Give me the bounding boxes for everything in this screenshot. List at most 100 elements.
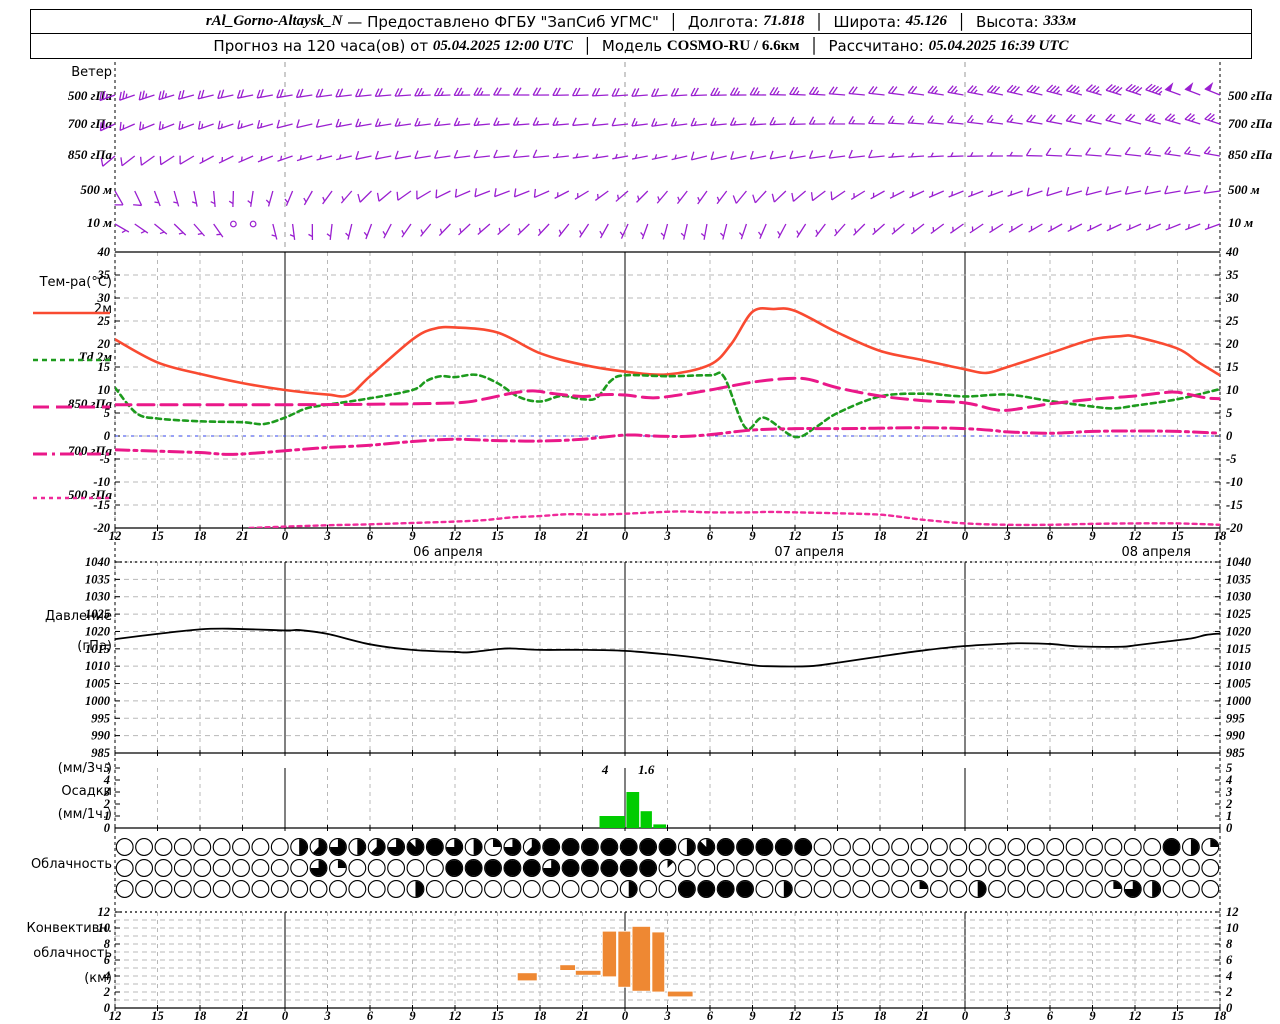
cloud-cover-symbol — [387, 880, 406, 898]
cloud-cover-symbol — [1065, 880, 1084, 898]
time-tick-label: 0 — [962, 1009, 969, 1023]
run-time: 05.04.2025 12:00 UTC — [432, 37, 573, 54]
cloud-cover-symbol — [406, 859, 425, 877]
precip-unit-3h: (мм/3ч.) — [57, 761, 112, 776]
alt-label: Высота: — [976, 12, 1039, 31]
calc-time: 05.04.2025 16:39 UTC — [928, 37, 1069, 54]
time-tick-label: 15 — [151, 1009, 164, 1023]
cloud-cover-symbol — [968, 859, 987, 877]
cloud-cover-symbol — [328, 880, 347, 898]
time-tick-label: 18 — [874, 529, 887, 543]
cloud-cover-symbol — [891, 838, 910, 856]
model-name: COSMO-RU / 6.6км — [666, 37, 800, 54]
cloud-cover-symbol — [697, 859, 716, 877]
cloud-cover-symbol — [212, 880, 231, 898]
cloud-fill — [543, 860, 560, 876]
time-tick-label: 0 — [282, 1009, 289, 1023]
cloud-cover-symbol — [988, 880, 1007, 898]
cloud-fill — [686, 839, 695, 855]
cloud-cover-symbol — [154, 838, 173, 856]
cloud-cover-symbol — [425, 859, 444, 877]
time-tick-label: 3 — [1003, 529, 1010, 543]
y-tick-label: -15 — [1226, 498, 1243, 512]
lon-value: 71.818 — [763, 13, 805, 29]
wind-level-label-700hpa-right: 700 гПа — [1228, 116, 1273, 131]
separator: │ — [668, 12, 678, 31]
cloud-fill — [775, 839, 792, 855]
precip-panel-title: Осадки — [61, 784, 112, 799]
cloud-cover-symbol — [290, 880, 309, 898]
y-tick-label: 1020 — [85, 624, 111, 638]
cloud-cover-symbol — [522, 880, 541, 898]
cloud-fill — [504, 839, 521, 855]
cloud-fill — [737, 881, 753, 897]
cloud-fill — [698, 881, 715, 897]
pressure-panel-unit: (гПа) — [77, 639, 112, 654]
cloud-cover-symbol — [270, 859, 289, 877]
cloud-cover-symbol — [949, 838, 968, 856]
calc-label: Рассчитано: — [828, 37, 924, 55]
time-tick-label: 6 — [1047, 1009, 1054, 1023]
precip-bar — [626, 792, 640, 828]
time-tick-label: 3 — [663, 529, 670, 543]
time-tick-label: 12 — [449, 1009, 462, 1023]
time-tick-label: 6 — [707, 529, 714, 543]
wind-level-label-850hpa-right: 850 гПа — [1228, 147, 1273, 162]
cloud-fill — [717, 881, 734, 897]
cloud-cover-symbol — [135, 838, 154, 856]
wind-barb-row-850гПа — [100, 146, 1221, 167]
y-tick-label: 5 — [104, 761, 110, 775]
separator: │ — [582, 37, 592, 55]
y-tick-label: 35 — [1225, 268, 1239, 282]
cloud-cover-symbol — [1026, 859, 1045, 877]
cloud-fill — [1190, 839, 1199, 855]
time-tick-label: 15 — [831, 1009, 844, 1023]
time-tick-label: 21 — [235, 1009, 249, 1023]
cloud-fill — [523, 860, 540, 876]
y-tick-label: 1040 — [1226, 555, 1252, 569]
y-tick-label: 1030 — [1226, 590, 1252, 604]
temp-curve-t500 — [248, 510, 1220, 528]
time-tick-label: 9 — [749, 529, 756, 543]
cloud-cover-symbol — [251, 838, 270, 856]
cloud-cover-symbol — [270, 838, 289, 856]
cloud-cover-symbol — [193, 880, 212, 898]
cloud-fill — [678, 881, 695, 897]
y-tick-label: 1025 — [1226, 607, 1251, 621]
time-tick-label: 3 — [323, 529, 330, 543]
cloud-fill — [737, 839, 753, 855]
cloud-cover-symbol — [774, 859, 793, 877]
cloud-cover-symbol — [1085, 880, 1103, 898]
convective-cloud-bar — [631, 926, 651, 992]
y-tick-label: 25 — [97, 314, 111, 328]
y-tick-label: -20 — [93, 521, 110, 535]
cloud-fill — [415, 881, 424, 897]
time-tick-label: 3 — [1003, 1009, 1010, 1023]
y-tick-label: 5 — [104, 406, 110, 420]
time-tick-label: 12 — [1129, 529, 1142, 543]
y-tick-label: -15 — [93, 498, 110, 512]
cloud-cover-symbol — [484, 880, 502, 898]
forecast-label: Прогноз на 120 часа(ов) от — [213, 37, 429, 55]
cloud-fill — [485, 860, 501, 876]
y-tick-label: 4 — [1225, 773, 1232, 787]
cloud-cover-symbol — [503, 880, 522, 898]
time-tick-label: 0 — [282, 529, 289, 543]
y-tick-label: 5 — [1226, 761, 1232, 775]
cloud-cover-symbol — [988, 838, 1007, 856]
wind-panel-title: Ветер — [71, 65, 112, 80]
time-tick-label: 15 — [151, 529, 164, 543]
wind-barb-row-10м — [114, 220, 1221, 241]
y-tick-label: 40 — [1225, 245, 1239, 259]
cloud-fill — [1124, 881, 1141, 897]
cloud-fill — [582, 839, 598, 855]
cloud-fill — [795, 839, 812, 855]
cloud-cover-symbol — [425, 880, 444, 898]
wind-barb-row-500м — [114, 185, 1221, 208]
y-tick-label: 1025 — [85, 607, 110, 621]
cloud-fill — [667, 860, 674, 868]
cloud-cover-symbol — [367, 859, 386, 877]
convective-cloud-bar — [559, 964, 576, 971]
cloud-fill — [620, 839, 637, 855]
time-tick-label: 18 — [194, 1009, 207, 1023]
